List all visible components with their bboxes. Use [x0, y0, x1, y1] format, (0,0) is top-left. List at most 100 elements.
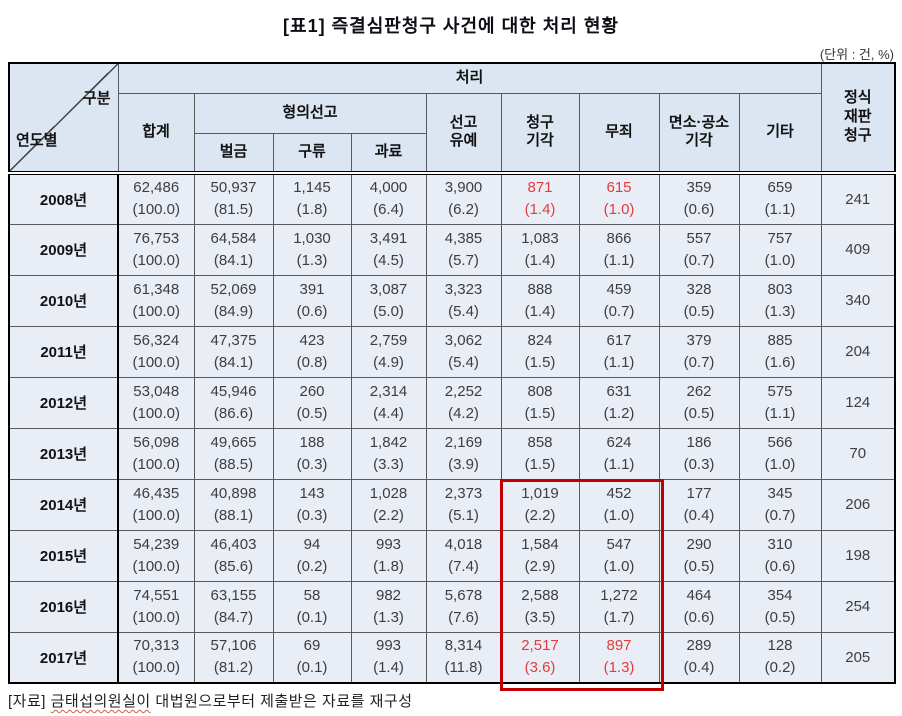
data-cell: 1,030 (1.3): [272, 223, 352, 276]
data-cell: 4,000 (6.4): [350, 171, 427, 225]
cell-count: 186: [686, 433, 712, 451]
cell-percent: (84.1): [213, 353, 254, 371]
cell-percent: (0.8): [296, 353, 328, 371]
data-cell: 547 (1.0): [578, 529, 660, 582]
cell-percent: (1.1): [603, 455, 635, 473]
cell-percent: (0.6): [296, 302, 328, 320]
data-cell: 566 (1.0): [738, 427, 822, 480]
col-header-request-dismissal: 청구 기각: [500, 92, 580, 174]
cell-percent: (100.0): [132, 506, 181, 524]
data-cell: 2,588 (3.5): [500, 580, 580, 633]
cell-percent: (3.9): [448, 455, 479, 473]
cell-percent: (4.2): [448, 404, 479, 422]
cell-count: 459: [606, 280, 632, 298]
data-cell: 58 (0.1): [272, 580, 352, 633]
cell-percent: (81.5): [213, 201, 254, 219]
data-cell: 2,169 (3.9): [425, 427, 502, 480]
cell-percent: (1.0): [764, 455, 796, 473]
cell-percent: (1.1): [603, 251, 635, 269]
cell-percent: (1.3): [373, 608, 404, 626]
cell-percent: (0.1): [296, 659, 328, 677]
cell-percent: (7.6): [448, 608, 479, 626]
row-year-label: 2014년: [8, 478, 119, 531]
cell-count: 47,375: [210, 331, 257, 349]
col-header-detention: 구류: [272, 132, 352, 174]
cell-count: 452: [606, 484, 632, 502]
cell-count: 50,937: [210, 179, 257, 197]
cell-count: 566: [767, 433, 793, 451]
corner-label-yeondobyeol: 연도별: [16, 132, 58, 150]
cell-percent: (1.3): [603, 659, 635, 677]
data-cell: 659 (1.1): [738, 171, 822, 225]
cell-percent: (1.7): [603, 608, 635, 626]
cell-percent: (3.6): [524, 659, 556, 677]
data-cell: 4,018 (7.4): [425, 529, 502, 582]
row-year-label: 2016년: [8, 580, 119, 633]
data-cell: 459 (0.7): [578, 274, 660, 327]
cell-percent: (4.4): [373, 404, 404, 422]
cell-count: 128: [767, 637, 793, 655]
cell-percent: (0.1): [296, 608, 328, 626]
data-cell: 391 (0.6): [272, 274, 352, 327]
cell-percent: (1.6): [764, 353, 796, 371]
data-cell: 423 (0.8): [272, 325, 352, 378]
data-cell: 624 (1.1): [578, 427, 660, 480]
footnote-rest: 대법원으로부터 제출받은 자료를 재구성: [155, 693, 413, 710]
cell-percent: (0.5): [683, 302, 715, 320]
cell-percent: (1.4): [524, 251, 556, 269]
cell-percent: (0.3): [683, 455, 715, 473]
data-cell: 94 (0.2): [272, 529, 352, 582]
data-cell: 3,323 (5.4): [425, 274, 502, 327]
cell-count: 866: [606, 229, 632, 247]
cell-percent: (0.4): [683, 506, 715, 524]
cell-percent: (2.2): [524, 506, 556, 524]
corner-label-gubun: 구분: [82, 90, 111, 107]
cell-percent: (81.2): [213, 659, 254, 677]
cell-count: 808: [527, 382, 553, 400]
cell-count: 46,403: [210, 535, 257, 553]
page-title: [표1] 즉결심판청구 사건에 대한 처리 현황: [283, 16, 619, 36]
data-cell: 2,759 (4.9): [350, 325, 427, 378]
row-year-label: 2011년: [8, 325, 119, 378]
cell-percent: (0.5): [296, 404, 328, 422]
cell-count: 624: [606, 433, 632, 451]
cell-percent: (1.5): [524, 455, 556, 473]
cell-count: 62,486: [133, 179, 180, 197]
data-cell: 888 (1.4): [500, 274, 580, 327]
cell-count: 2,169: [444, 433, 483, 451]
cell-count: 2,252: [444, 382, 483, 400]
cell-percent: (6.2): [448, 201, 479, 219]
data-cell: 69 (0.1): [272, 631, 352, 684]
data-cell: 2,517 (3.6): [500, 631, 580, 684]
cell-percent: (1.0): [603, 201, 635, 219]
cell-percent: (1.0): [603, 557, 635, 575]
data-cell: 46,403 (85.6): [193, 529, 274, 582]
cell-count: 1,019: [521, 484, 559, 502]
formal-trial-request-cell: 70: [820, 427, 896, 480]
data-cell: 290 (0.5): [658, 529, 740, 582]
cell-count: 824: [527, 331, 553, 349]
table-body: 2008년 62,486 (100.0) 50,937 (81.5) 1,145 (1.8)…: [8, 171, 896, 684]
cell-count: 52,069: [210, 280, 257, 298]
cell-percent: (0.2): [296, 557, 328, 575]
cell-count: 4,385: [444, 229, 483, 247]
cell-count: 3,323: [444, 280, 483, 298]
table-header: 구분 연도별 처리 정식 재판 청구 합계 형의선고 선고 유예 청구 기각 무…: [8, 62, 896, 174]
data-cell: 757 (1.0): [738, 223, 822, 276]
formal-trial-request-cell: 254: [820, 580, 896, 633]
data-cell: 177 (0.4): [658, 478, 740, 531]
cell-count: 354: [767, 586, 793, 604]
cell-percent: (5.0): [373, 302, 404, 320]
row-year-label: 2008년: [8, 171, 119, 225]
cell-count: 888: [527, 280, 553, 298]
data-cell: 803 (1.3): [738, 274, 822, 327]
data-cell: 1,145 (1.8): [272, 171, 352, 225]
cell-count: 45,946: [210, 382, 257, 400]
data-cell: 54,239 (100.0): [117, 529, 195, 582]
cell-count: 617: [606, 331, 632, 349]
cell-percent: (1.8): [373, 557, 404, 575]
data-cell: 824 (1.5): [500, 325, 580, 378]
data-cell: 993 (1.4): [350, 631, 427, 684]
cell-count: 310: [767, 535, 793, 553]
table-row: 2011년 56,324 (100.0) 47,375 (84.1) 423 (0.8) 2,…: [8, 325, 896, 378]
